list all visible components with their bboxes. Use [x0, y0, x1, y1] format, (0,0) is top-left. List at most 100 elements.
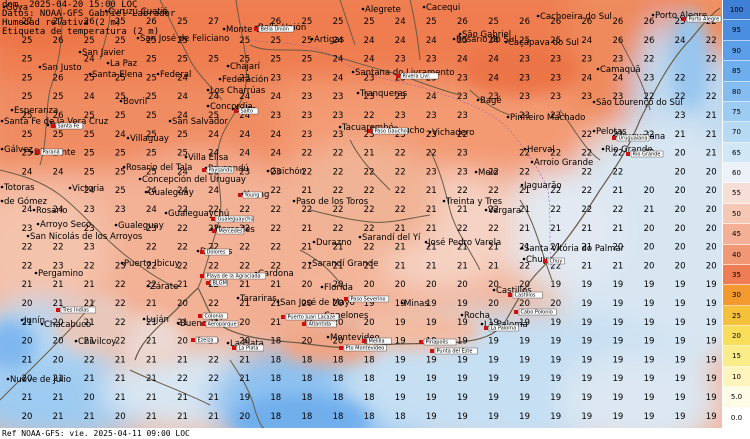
city-dot [452, 37, 456, 41]
city-label: Rosário do Sul [456, 35, 517, 45]
temperature-value: 22 [301, 167, 312, 177]
temperature-value: 23 [301, 111, 312, 121]
temperature-value: 19 [581, 374, 592, 384]
city-dot [480, 322, 484, 326]
temperature-value: 22 [488, 167, 499, 177]
temperature-value: 21 [581, 224, 592, 234]
temperature-value: 26 [581, 17, 592, 27]
temperature-value: 23 [301, 130, 312, 140]
temperature-value: 19 [426, 355, 437, 365]
temperature-value: 19 [457, 299, 468, 309]
temperature-value: 22 [675, 92, 686, 102]
station-marker [612, 136, 616, 140]
temperature-value: 22 [53, 243, 64, 253]
temperature-value: 21 [612, 261, 623, 271]
temperature-value: 19 [550, 280, 561, 290]
temperature-value: 19 [644, 280, 655, 290]
temperature-value: 21 [53, 393, 64, 403]
temperature-value: 22 [208, 243, 219, 253]
temperature-value: 21 [239, 280, 250, 290]
temperature-value: 19 [519, 393, 530, 403]
temperature-value: 21 [208, 412, 219, 422]
station-label-box [210, 279, 228, 287]
temperature-value: 20 [22, 299, 33, 309]
temperature-value: 21 [581, 243, 592, 253]
temperature-value: 19 [426, 299, 437, 309]
temperature-value: 19 [675, 280, 686, 290]
city-label: Arroyo Seco [40, 220, 91, 230]
station-label: Puerto Juan Lacaze [288, 315, 336, 321]
temperature-value: 21 [84, 299, 95, 309]
city-dot [0, 199, 4, 203]
temperature-value: 21 [395, 224, 406, 234]
station-label: Punta del Este [437, 349, 473, 355]
temperature-value: 21 [177, 280, 188, 290]
temperature-value: 20 [333, 318, 344, 328]
temperature-value: 21 [457, 205, 468, 215]
temperature-value: 18 [270, 355, 281, 365]
station-label: Paso Gaucho [375, 129, 407, 135]
city-label: Caçapava do Sul [508, 38, 579, 48]
city-label: Paso de los Toros [296, 197, 369, 207]
temperature-value: 24 [457, 55, 468, 65]
city-label: Vergara [488, 206, 521, 216]
temperature-value: 22 [550, 186, 561, 196]
temperature-value: 25 [115, 167, 126, 177]
city-dot [592, 100, 596, 104]
temperature-value: 22 [270, 186, 281, 196]
temperature-value: 25 [457, 36, 468, 46]
city-dot [144, 190, 148, 194]
city-dot [40, 322, 44, 326]
station-label-box [306, 320, 337, 328]
station-marker [362, 339, 366, 343]
temperature-value: 23 [457, 111, 468, 121]
temperature-value: 19 [519, 374, 530, 384]
temperature-value: 18 [333, 412, 344, 422]
temperature-value: 26 [53, 73, 64, 83]
city-dot [0, 119, 4, 123]
temperature-value: 21 [239, 299, 250, 309]
temperature-value: 22 [644, 92, 655, 102]
temperature-value: 18 [301, 393, 312, 403]
station-label-box [242, 191, 263, 199]
temperature-value: 24 [22, 205, 33, 215]
temperature-value: 21 [146, 318, 157, 328]
station-markers: Bella Unión Porto Alegre Rivera Livr. Salto… [36, 15, 722, 355]
temperature-value: 22 [208, 355, 219, 365]
temperature-value: 23 [426, 111, 437, 121]
station-marker [254, 27, 258, 31]
temperature-value: 26 [644, 17, 655, 27]
city-label: Montevideo [330, 333, 380, 343]
station-label-box [204, 248, 230, 256]
station-label-box [400, 72, 439, 80]
legend-level: 90 [723, 40, 750, 62]
temperature-value: 22 [301, 205, 312, 215]
temperature-value: 19 [519, 412, 530, 422]
station-marker [626, 152, 630, 156]
city-label: Chuy [526, 255, 548, 265]
temperature-value: 21 [53, 412, 64, 422]
city-label: Santa Vitória do Palmar [524, 243, 625, 254]
city-dot [184, 155, 188, 159]
city-dot [2, 5, 6, 9]
temperature-value: 25 [146, 167, 157, 177]
temperature-value: 23 [550, 92, 561, 102]
temperature-value: 19 [644, 393, 655, 403]
temperature-value: 20 [675, 243, 686, 253]
header-datetime: dom. 2025-04-20 15:00 LOC [2, 0, 138, 10]
temperature-value: 23 [519, 73, 530, 83]
temperature-value: 22 [115, 280, 126, 290]
station-label-box [195, 336, 218, 344]
temperature-value: 25 [22, 92, 33, 102]
temperature-value: 23 [457, 73, 468, 83]
temperature-value: 24 [84, 186, 95, 196]
city-label: San Justo [42, 63, 82, 73]
temperature-value: 21 [550, 243, 561, 253]
temperature-value: 18 [333, 374, 344, 384]
station-label: Chuy [550, 259, 563, 265]
station-label: La Plata [239, 346, 259, 352]
temperature-value: 21 [612, 186, 623, 196]
temperature-value: 19 [519, 355, 530, 365]
temperature-value: 24 [270, 92, 281, 102]
temperature-value: 25 [22, 55, 33, 65]
